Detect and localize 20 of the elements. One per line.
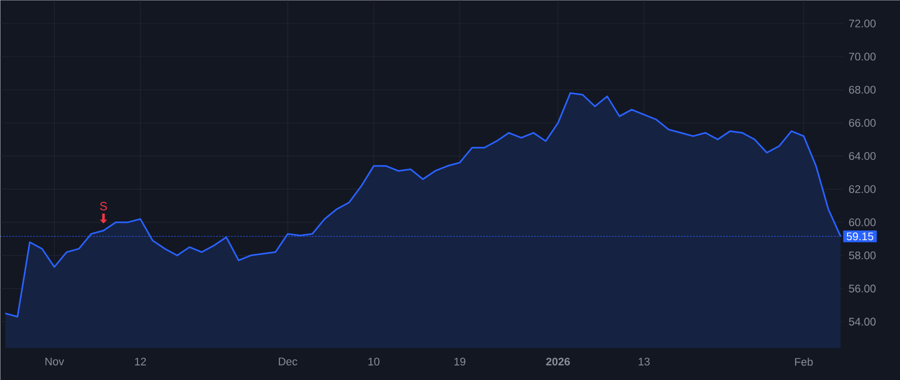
annotation: S <box>100 202 107 210</box>
x-tick-label: 12 <box>135 358 146 366</box>
x-tick-label: Dec <box>278 358 298 366</box>
y-tick-label: 70.00 <box>849 52 876 60</box>
y-tick-label: 64.00 <box>849 152 876 160</box>
x-tick-label: Feb <box>795 358 813 366</box>
x-tick-label: 10 <box>368 358 380 366</box>
y-tick-label: 68.00 <box>849 86 876 94</box>
ref-line-label: 59.15 <box>846 232 874 240</box>
y-tick-label: 60.00 <box>849 218 876 226</box>
y-tick-label: 62.00 <box>849 185 876 193</box>
y-tick-label: 58.00 <box>848 251 876 260</box>
y-tick-label: 66.00 <box>849 118 876 127</box>
x-tick-label: 19 <box>454 358 466 366</box>
y-tick-label: 72.00 <box>849 20 876 28</box>
y-tick-label: 56.00 <box>848 284 876 292</box>
y-tick-label: 54.00 <box>848 318 876 326</box>
x-tick-label: 13 <box>638 358 650 366</box>
x-tick-label: Nov <box>45 358 64 366</box>
x-tick-label: 2026 <box>546 358 570 366</box>
